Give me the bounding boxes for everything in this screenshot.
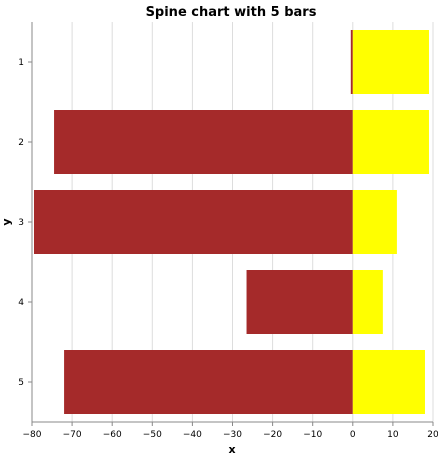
chart-title: Spine chart with 5 bars — [146, 5, 317, 20]
y-tick-label: 3 — [18, 218, 24, 228]
x-tick-label: −30 — [223, 430, 242, 440]
x-tick-label: −60 — [103, 430, 122, 440]
x-axis-title: x — [228, 443, 235, 456]
y-axis-title: y — [0, 218, 13, 225]
bar-negative-4 — [246, 270, 353, 334]
bars — [34, 30, 429, 414]
bar-negative-5 — [64, 350, 353, 414]
bar-negative-1 — [350, 30, 353, 94]
x-tick-label: −40 — [183, 430, 202, 440]
y-tick-label: 1 — [18, 58, 24, 68]
bar-positive-2 — [352, 110, 429, 174]
x-tick-label: −50 — [143, 430, 162, 440]
bar-positive-3 — [352, 190, 397, 254]
x-tick-label: −80 — [23, 430, 42, 440]
bar-positive-5 — [352, 350, 425, 414]
bar-negative-2 — [54, 110, 353, 174]
y-tick-label: 5 — [18, 378, 24, 388]
y-tick-label: 4 — [18, 298, 24, 308]
x-tick-label: −70 — [63, 430, 82, 440]
x-tick-label: 0 — [350, 430, 356, 440]
y-tick-label: 2 — [18, 138, 24, 148]
x-tick-label: 10 — [387, 430, 399, 440]
bar-positive-4 — [352, 270, 383, 334]
x-tick-label: −20 — [263, 430, 282, 440]
x-tick-label: 20 — [427, 430, 438, 440]
x-tick-label: −10 — [303, 430, 322, 440]
bar-positive-1 — [352, 30, 429, 94]
axes: −80 −70 −60 −50 −40 −30 −20 −10 0 10 20 1 2 3 4 5 — [18, 22, 438, 440]
bar-negative-3 — [34, 190, 353, 254]
